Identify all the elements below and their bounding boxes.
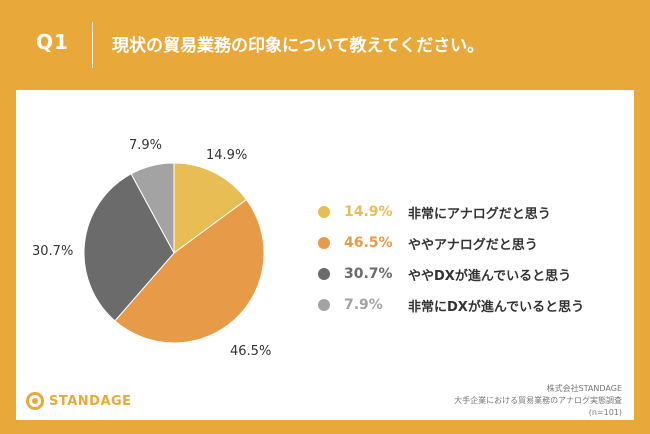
question-title: 現状の貿易業務の印象について教えてください。 bbox=[112, 36, 485, 56]
pie-slice-1 bbox=[114, 198, 265, 344]
source-survey: 大手企業における貿易業務のアナログ実態調査 bbox=[454, 396, 622, 405]
pie-slice-0 bbox=[173, 162, 248, 254]
legend-item: 14.9% 非常にアナログだと思う bbox=[318, 202, 584, 222]
legend-swatch bbox=[318, 299, 330, 311]
legend-percent: 46.5% bbox=[344, 235, 393, 251]
legend-percent: 30.7% bbox=[344, 266, 393, 282]
legend-percent: 7.9% bbox=[344, 297, 383, 313]
chart-card: 14.9% 46.5% 30.7% 7.9% 14.9% 非常にアナログだと思う… bbox=[16, 90, 634, 420]
logo-icon bbox=[26, 392, 44, 410]
pie-slice-2 bbox=[83, 173, 175, 322]
legend-item: 30.7% ややDXが進んでいると思う bbox=[318, 264, 584, 284]
legend-item: 7.9% 非常にDXが進んでいると思う bbox=[318, 295, 584, 315]
legend-label: 非常にDXが進んでいると思う bbox=[408, 299, 585, 315]
chart-legend: 14.9% 非常にアナログだと思う 46.5% ややアナログだと思う 30.7%… bbox=[318, 202, 584, 326]
pie-slice-3 bbox=[130, 162, 175, 254]
source-sample-size: (n=101) bbox=[588, 408, 622, 417]
slice-label-3: 7.9% bbox=[129, 138, 163, 153]
header-divider bbox=[92, 22, 93, 68]
slice-label-0: 14.9% bbox=[206, 148, 248, 163]
logo-text: STANDAGE bbox=[49, 393, 132, 409]
source-note: 株式会社STANDAGE 大手企業における貿易業務のアナログ実態調査 (n=10… bbox=[454, 383, 622, 419]
slice-label-2: 30.7% bbox=[32, 244, 74, 259]
legend-item: 46.5% ややアナログだと思う bbox=[318, 233, 584, 253]
pie-chart bbox=[83, 162, 265, 344]
legend-swatch bbox=[318, 237, 330, 249]
source-company: 株式会社STANDAGE bbox=[546, 384, 622, 393]
legend-swatch bbox=[318, 206, 330, 218]
legend-percent: 14.9% bbox=[344, 204, 393, 220]
legend-swatch bbox=[318, 268, 330, 280]
legend-label: ややアナログだと思う bbox=[408, 237, 538, 253]
legend-label: 非常にアナログだと思う bbox=[408, 206, 551, 222]
slice-label-1: 46.5% bbox=[230, 344, 272, 359]
standage-logo: STANDAGE bbox=[26, 392, 132, 410]
question-number: Q1 bbox=[36, 30, 69, 54]
header-bar: Q1 現状の貿易業務の印象について教えてください。 bbox=[0, 0, 650, 88]
legend-label: ややDXが進んでいると思う bbox=[408, 268, 572, 284]
